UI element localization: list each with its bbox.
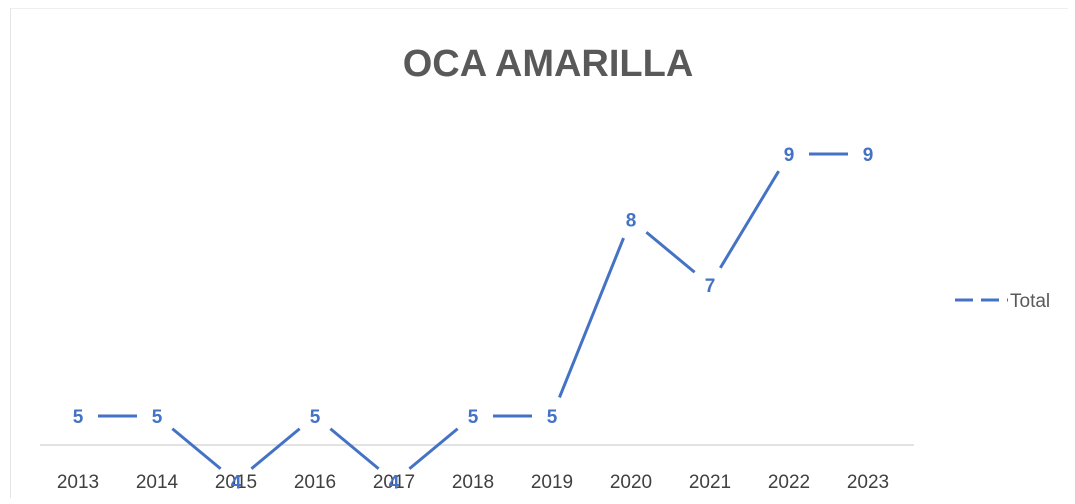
- series-line-segment: [645, 231, 696, 274]
- x-tick-labels: 2013 2014 2015 2016 2017 2018 2019 2020 2021 2022…: [57, 472, 889, 493]
- data-label: 7: [705, 276, 716, 297]
- x-tick-label: 2014: [136, 472, 179, 493]
- series-lines: [98, 152, 848, 470]
- x-tick-label: 2013: [57, 472, 99, 493]
- series-line-segment: [719, 170, 780, 269]
- series-line-segment: [329, 427, 380, 470]
- data-label: 5: [152, 407, 163, 428]
- chart-title: OCA AMARILLA: [403, 43, 694, 85]
- x-tick-label: 2016: [294, 472, 336, 493]
- data-label: 4: [231, 473, 242, 494]
- data-label: 5: [73, 407, 84, 428]
- data-label: 8: [626, 211, 637, 232]
- series-line-segment: [250, 427, 301, 470]
- data-labels: 5 5 4 5 4 5 5 8 7 9 9: [73, 145, 874, 494]
- x-tick-label: 2019: [531, 472, 573, 493]
- data-label: 9: [784, 145, 795, 166]
- data-label: 5: [547, 407, 558, 428]
- x-tick-label: 2015: [215, 472, 257, 493]
- x-tick-label: 2022: [768, 472, 810, 493]
- data-label: 5: [468, 407, 479, 428]
- series-line-segment: [408, 427, 459, 470]
- x-tick-label: 2021: [689, 472, 731, 493]
- legend: Total: [955, 291, 1050, 312]
- series-line-segment: [171, 427, 222, 470]
- chart-frame: [10, 8, 1068, 498]
- data-label: 4: [389, 473, 400, 494]
- series-line-segment: [558, 237, 625, 399]
- legend-label-total: Total: [1010, 291, 1050, 312]
- x-tick-label: 2023: [847, 472, 889, 493]
- x-tick-label: 2020: [610, 472, 652, 493]
- data-label: 5: [310, 407, 321, 428]
- data-label: 9: [863, 145, 874, 166]
- x-tick-label: 2018: [452, 472, 494, 493]
- x-tick-label: 2017: [373, 472, 415, 493]
